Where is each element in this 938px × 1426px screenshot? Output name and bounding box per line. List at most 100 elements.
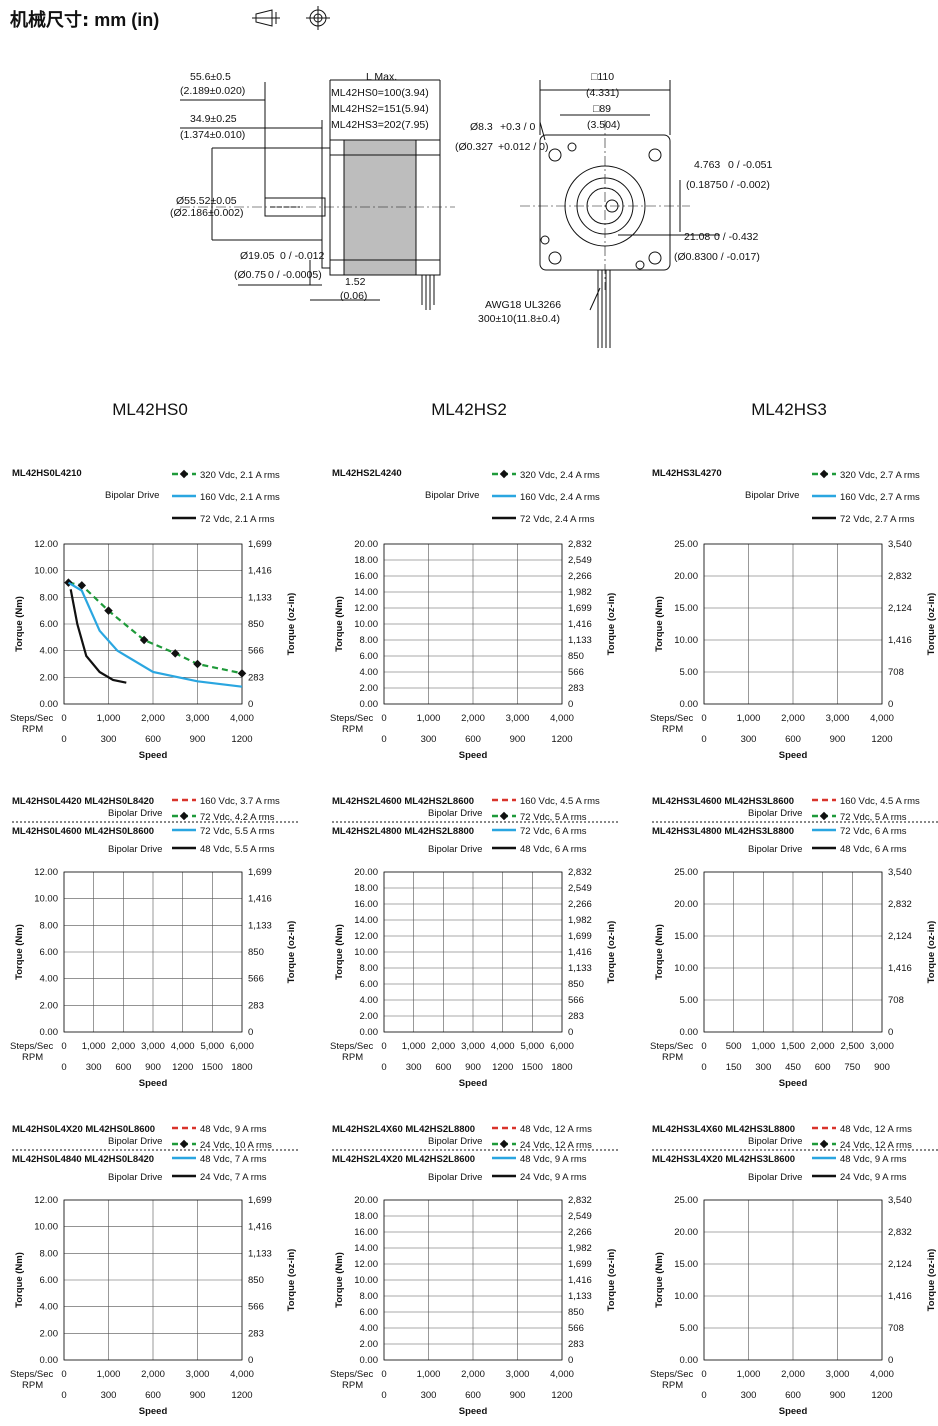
rpm-tick-label: 0 [381,734,386,745]
dim-shaft-dia-in-tol: 0 / -0.0005) [268,269,322,281]
motor-side-view [180,79,455,310]
drive-label: Bipolar Drive [748,844,802,855]
x-tick-label: 2,000 [111,1041,135,1052]
x-tick-label: 0 [61,1369,66,1380]
y-axis-label: Torque (Nm) [14,596,25,652]
y2-tick-label: 1,699 [568,931,592,942]
y2-tick-label: 850 [248,1275,264,1286]
y2-axis-label: Torque (oz-in) [606,593,617,656]
y-tick-label: 8.00 [40,920,59,931]
y-tick-label: 8.00 [360,1291,379,1302]
y-tick-label: 18.00 [354,1211,378,1222]
rpm-tick-label: 1200 [231,734,252,745]
y2-tick-label: 566 [248,1302,264,1313]
steps-axis-label: Steps/Sec [10,713,54,724]
y2-axis-label: Torque (oz-in) [286,921,297,984]
y-tick-label: 15.00 [674,603,698,614]
y2-tick-label: 1,982 [568,587,592,598]
y-tick-label: 14.00 [354,587,378,598]
y-tick-label: 12.00 [354,931,378,942]
rpm-tick-label: 900 [510,734,526,745]
drive-label: Bipolar Drive [748,1136,802,1147]
drive-label: Bipolar Drive [105,490,159,501]
y-tick-label: 0.00 [40,699,59,710]
dim-shaft-dia: Ø19.05 [240,250,275,262]
y-tick-label: 6.00 [40,1275,59,1286]
rpm-tick-label: 0 [701,734,706,745]
series-marker [171,649,180,658]
chart-svg: ML42HS3L4X60 ML42HS3L8800 ML42HS3L4X20 ML… [650,1124,938,1417]
rpm-tick-label: 150 [726,1062,742,1073]
rpm-tick-label: 1500 [522,1062,543,1073]
y-tick-label: 25.00 [674,867,698,878]
rpm-tick-label: 300 [421,734,437,745]
projection-symbol-icon [252,9,280,27]
y-tick-label: 20.00 [674,899,698,910]
x-tick-label: 3,000 [826,1369,850,1380]
rpm-tick-label: 0 [381,1390,386,1401]
dim-shaft-dia-in: (Ø0.75 [234,269,266,281]
dim-pilot-len: 34.9±0.25 [190,113,237,125]
y2-tick-label: 2,124 [888,1259,912,1270]
y2-tick-label: 283 [568,1339,584,1350]
cable-spec: AWG18 UL3266 [485,299,561,311]
y-tick-label: 0.00 [680,1355,699,1366]
y-tick-label: 20.00 [354,539,378,550]
drive-label: Bipolar Drive [108,844,162,855]
x-tick-label: 1,000 [402,1041,426,1052]
legend-entry: 320 Vdc, 2.7 A rms [840,470,920,481]
rpm-tick-label: 1200 [172,1062,193,1073]
legend-entry: 160 Vdc, 3.7 A rms [200,796,280,807]
dim-key-width-in-tol: 0 / -0.002) [722,179,770,191]
y-axis-label: Torque (Nm) [654,1252,665,1308]
y-tick-label: 5.00 [680,995,699,1006]
legend-entry: 72 Vdc, 5.5 A rms [200,826,275,837]
rpm-tick-label: 600 [115,1062,131,1073]
x-tick-label: 0 [701,713,706,724]
rpm-tick-label: 600 [145,734,161,745]
x-tick-label: 3,000 [506,1369,530,1380]
y2-tick-label: 566 [568,667,584,678]
x-tick-label: 4,000 [550,1369,574,1380]
y-tick-label: 10.00 [34,566,58,577]
rpm-tick-label: 300 [101,734,117,745]
y-axis-label: Torque (Nm) [14,924,25,980]
projection-symbols [252,6,330,30]
y2-tick-label: 1,133 [568,635,592,646]
x-tick-label: 0 [381,1041,386,1052]
legend-entry: 160 Vdc, 4.5 A rms [520,796,600,807]
chart-title: ML42HS3L4600 ML42HS3L8600 [652,796,794,807]
x-tick-label: 1,000 [82,1041,106,1052]
x-tick-label: 2,000 [141,1369,165,1380]
rpm-tick-label: 1800 [551,1062,572,1073]
x-tick-label: 0 [701,1369,706,1380]
chart-secondary-title: ML42HS2L4X20 ML42HS2L8600 [332,1154,475,1165]
legend-entry: 24 Vdc, 7 A rms [200,1172,267,1183]
chart-title: ML42HS3L4270 [652,468,722,479]
y2-tick-label: 283 [248,1328,264,1339]
y-axis-label: Torque (Nm) [654,596,665,652]
x-tick-label: 4,000 [550,713,574,724]
rpm-tick-label: 0 [61,1390,66,1401]
rpm-axis-label: RPM [662,1380,683,1391]
series-header-hs0: ML42HS0 [112,400,188,419]
x-tick-label: 1,000 [97,1369,121,1380]
legend-entry: 72 Vdc, 2.7 A rms [840,514,915,525]
dim-hole: Ø8.3 [470,121,493,133]
title-zh: 机械尺寸: [10,10,90,31]
x-axis-label: Speed [139,1406,168,1417]
x-tick-label: 0 [381,1369,386,1380]
x-axis-label: Speed [779,1078,808,1089]
rpm-axis-label: RPM [662,1052,683,1063]
y-tick-label: 12.00 [34,867,58,878]
chart-hs3-b: ML42HS3L4600 ML42HS3L8600 ML42HS3L4800 ML… [648,790,938,1090]
y2-tick-label: 0 [248,1027,253,1038]
x-tick-label: 1,000 [751,1041,775,1052]
y-tick-label: 12.00 [354,603,378,614]
dim-flange-in: (0.06) [340,290,367,302]
series-marker [193,659,202,669]
y2-tick-label: 1,416 [568,947,592,958]
y2-tick-label: 708 [888,995,904,1006]
drive-label: Bipolar Drive [108,1136,162,1147]
chart-hs3-c: ML42HS3L4X60 ML42HS3L8800 ML42HS3L4X20 ML… [648,1118,938,1418]
